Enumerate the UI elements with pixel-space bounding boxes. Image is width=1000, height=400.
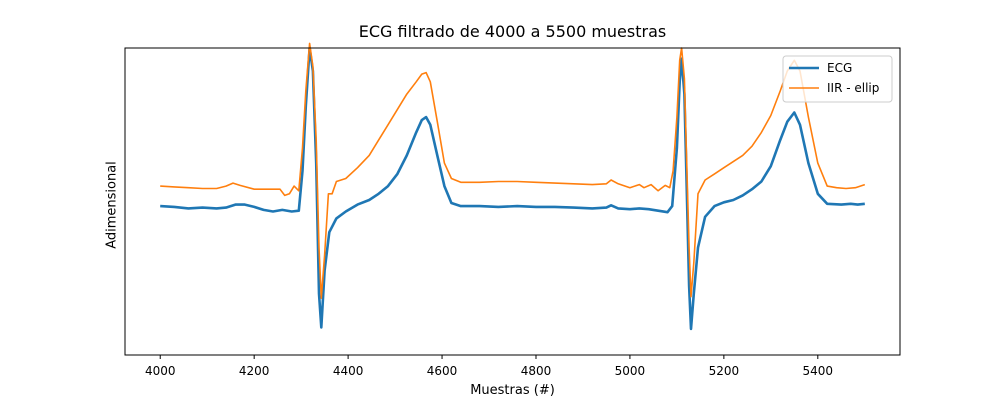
legend-label-iir-ellip: IIR - ellip [827,81,879,95]
y-axis-label: Adimensional [104,161,120,249]
plot-area-frame [124,47,901,356]
x-tick-label: 5000 [615,364,646,378]
x-tick-label: 5400 [803,364,834,378]
x-axis-label: Muestras (#) [470,383,555,398]
x-tick-label: 4600 [427,364,458,378]
x-tick-label: 4400 [333,364,364,378]
legend-label-ecg: ECG [827,61,852,75]
x-tick-label: 5200 [709,364,740,378]
legend: ECG IIR - ellip [782,55,893,103]
series-line-iir-ellip [160,42,866,299]
plot-lines [160,42,866,331]
x-tick-label: 4200 [239,364,270,378]
chart-title: ECG filtrado de 4000 a 5500 muestras [358,22,667,41]
x-tick-label: 4800 [521,364,552,378]
series-line-ecg [160,46,865,331]
x-tick-label: 4000 [145,364,176,378]
x-axis-ticks: 4000 4200 4400 4600 4800 5000 5200 5400 [145,355,833,378]
